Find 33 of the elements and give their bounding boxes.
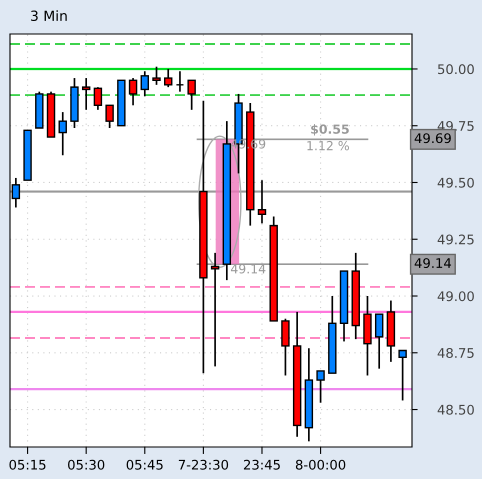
candlestick <box>316 370 325 404</box>
candlestick <box>187 79 196 111</box>
candlestick <box>210 252 220 368</box>
candlestick <box>140 70 149 98</box>
y-tick-label: 48.75 <box>438 348 474 358</box>
candlestick <box>176 70 184 93</box>
y-tick-label: 50.00 <box>438 64 474 74</box>
candlestick <box>128 77 138 106</box>
x-tick-label: 05:30 <box>68 460 104 470</box>
x-tick-label: 05:15 <box>9 460 46 470</box>
candlestick <box>152 66 161 86</box>
annotation: 1.12 % <box>307 140 349 150</box>
y-tick-label: 49.00 <box>438 291 474 302</box>
text: 49.69 <box>414 133 451 144</box>
text: 49.14 <box>414 258 452 268</box>
y-tick-label: 49.50 <box>438 178 474 188</box>
candlestick <box>164 68 172 88</box>
candlestick <box>105 104 114 129</box>
y-tick-label: 48.50 <box>438 404 474 415</box>
annotation: $0.55 <box>311 124 349 136</box>
y-tick-label: 49.25 <box>438 234 474 244</box>
x-tick-label: 23:45 <box>244 460 280 470</box>
candlestick <box>258 179 266 224</box>
x-tick-label: 8-00:00 <box>296 460 346 470</box>
candlestick <box>398 350 407 402</box>
candlestick <box>374 313 384 370</box>
x-tick-label: 05:45 <box>126 460 163 470</box>
candlestick <box>58 111 67 156</box>
chart-title: 3 Min <box>31 10 67 22</box>
x-tick-label: 7-23:30 <box>178 460 228 470</box>
ref-line-label: 49.69 <box>230 139 266 149</box>
candlestick <box>94 86 102 111</box>
candlestick <box>82 77 90 111</box>
